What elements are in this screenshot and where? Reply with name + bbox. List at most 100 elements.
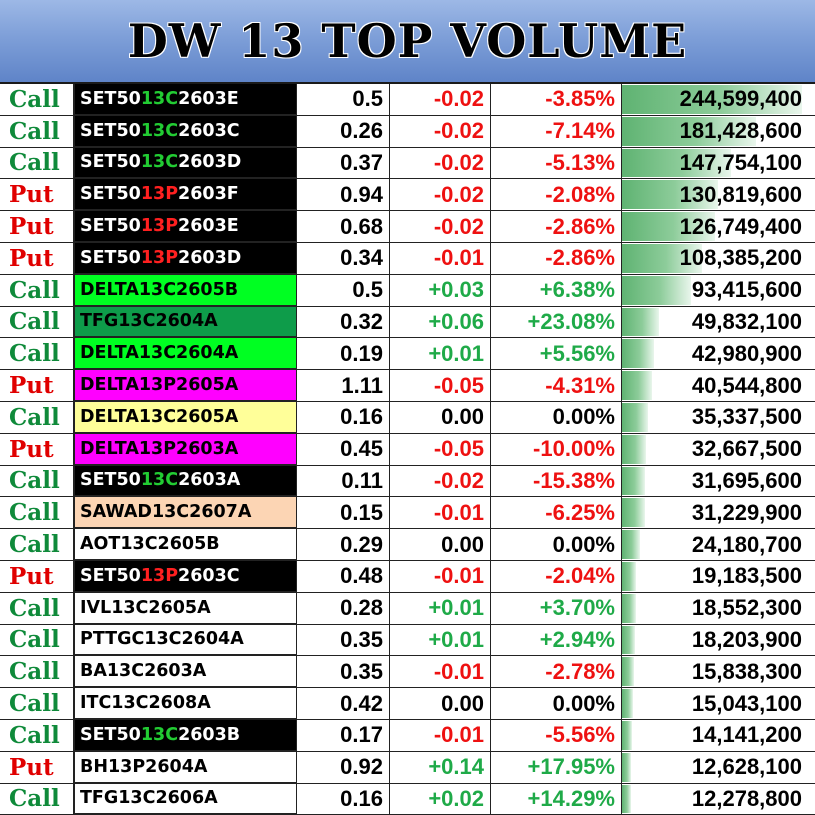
last-price: 0.16	[297, 783, 390, 815]
last-price: 0.16	[297, 401, 390, 433]
header-banner: DW 13 TOP VOLUME	[0, 0, 815, 84]
volume-data-bar	[622, 116, 756, 146]
last-price: 0.68	[297, 211, 390, 242]
warrant-name[interactable]: BH13P2604A	[74, 751, 297, 783]
table-row: Call AOT13C2605B 0.29 0.00 0.00% 24,180,700	[0, 529, 815, 561]
volume-cell: 24,180,700	[622, 529, 815, 560]
warrant-name[interactable]: ITC13C2608A	[74, 688, 297, 719]
volume-cell: 31,695,600	[622, 466, 815, 497]
volume-data-bar	[622, 625, 636, 655]
price-change: -0.05	[390, 433, 491, 465]
warrant-name[interactable]: SET50 13C 2603A	[74, 465, 297, 497]
percent-change: +14.29%	[491, 783, 622, 815]
volume-data-bar	[622, 85, 802, 114]
warrant-name[interactable]: AOT13C2605B	[74, 529, 297, 560]
warrant-name[interactable]: SET50 13P 2603F	[74, 179, 297, 211]
percent-change: -2.78%	[491, 656, 622, 688]
volume-data-bar	[622, 402, 648, 432]
warrant-name[interactable]: IVL13C2605A	[74, 592, 297, 624]
option-type-label: Put	[0, 242, 74, 274]
volume-value: 147,754,100	[679, 149, 802, 175]
table-row: Call SET50 13C 2603E 0.5 -0.02 -3.85% 244,599,4…	[0, 84, 815, 116]
table-row: Put SET50 13P 2603E 0.68 -0.02 -2.86% 126,749,4…	[0, 211, 815, 243]
volume-cell: 15,043,100	[622, 688, 815, 719]
warrant-name[interactable]: PTTGC13C2604A	[74, 624, 297, 656]
volume-cell: 12,628,100	[622, 752, 815, 783]
warrant-name-text: DELTA13C2605A	[80, 406, 239, 427]
table-row: Call SET50 13C 2603D 0.37 -0.02 -5.13% 147,754,…	[0, 147, 815, 180]
warrant-name[interactable]: SET50 13C 2603D	[74, 147, 297, 179]
warrant-name[interactable]: SET50 13C 2603B	[74, 719, 297, 751]
last-price: 0.37	[297, 147, 390, 179]
volume-cell: 130,819,600	[622, 179, 815, 210]
percent-change: -2.08%	[491, 179, 622, 211]
warrant-name-series: 13P	[140, 216, 179, 237]
volume-value: 15,043,100	[691, 690, 802, 716]
warrant-name[interactable]: DELTA13C2605B	[74, 274, 297, 306]
percent-change: 0.00%	[491, 529, 622, 560]
price-change: -0.01	[390, 656, 491, 688]
warrant-name-part: SET50	[80, 247, 141, 268]
percent-change: -6.25%	[491, 497, 622, 529]
warrant-name-text: DELTA13P2603A	[80, 438, 239, 459]
volume-data-bar	[622, 657, 634, 687]
warrant-name-text: DELTA13C2604A	[80, 343, 239, 364]
table-row: Call DELTA13C2605A 0.16 0.00 0.00% 35,337,500	[0, 401, 815, 434]
price-change: 0.00	[390, 688, 491, 719]
volume-data-bar	[622, 243, 702, 273]
percent-change: +5.56%	[491, 338, 622, 370]
option-type-label: Put	[0, 433, 74, 465]
volume-data-bar	[622, 275, 691, 305]
option-type-label: Put	[0, 211, 74, 242]
warrant-name[interactable]: TFG13C2604A	[74, 306, 297, 338]
percent-change: -4.31%	[491, 370, 622, 401]
percent-change: +6.38%	[491, 274, 622, 306]
table-row: Call ITC13C2608A 0.42 0.00 0.00% 15,043,100	[0, 688, 815, 720]
option-type-label: Call	[0, 529, 74, 560]
last-price: 0.11	[297, 465, 390, 497]
warrant-name[interactable]: BA13C2603A	[74, 656, 297, 688]
table-row: Call TFG13C2606A 0.16 +0.02 +14.29% 12,278,80…	[0, 783, 815, 815]
table-row: Call SET50 13C 2603C 0.26 -0.02 -7.14% 181,428,…	[0, 115, 815, 148]
last-price: 0.92	[297, 751, 390, 783]
volume-cell: 32,667,500	[622, 434, 815, 465]
price-change: -0.02	[390, 211, 491, 242]
warrant-name[interactable]: SET50 13C 2603C	[74, 115, 297, 147]
volume-cell: 244,599,400	[622, 84, 815, 115]
warrant-name[interactable]: TFG13C2606A	[74, 783, 297, 815]
volume-value: 32,667,500	[691, 436, 802, 462]
option-type-label: Put	[0, 179, 74, 211]
warrant-name[interactable]: DELTA13C2604A	[74, 338, 297, 370]
warrant-name-part: 2603D	[178, 247, 242, 268]
last-price: 1.11	[297, 370, 390, 401]
option-type-label: Call	[0, 338, 74, 370]
volume-cell: 49,832,100	[622, 307, 815, 338]
table-row: Call DELTA13C2605B 0.5 +0.03 +6.38% 93,415,60…	[0, 274, 815, 307]
price-change: -0.02	[390, 147, 491, 179]
last-price: 0.28	[297, 592, 390, 624]
price-change: -0.02	[390, 84, 491, 115]
volume-data-bar	[622, 371, 652, 400]
price-change: +0.02	[390, 783, 491, 815]
warrant-name-part: 2603C	[178, 565, 240, 586]
volume-value: 12,628,100	[691, 754, 802, 780]
warrant-name[interactable]: SET50 13C 2603E	[74, 84, 297, 115]
volume-value: 108,385,200	[679, 245, 802, 271]
table-row: Call BA13C2603A 0.35 -0.01 -2.78% 15,838,300	[0, 656, 815, 689]
volume-data-bar	[622, 689, 634, 718]
warrant-name[interactable]: DELTA13P2603A	[74, 433, 297, 465]
warrant-name-series: 13C	[140, 88, 179, 109]
price-change: +0.01	[390, 624, 491, 656]
option-type-label: Put	[0, 370, 74, 401]
warrant-name[interactable]: SET50 13P 2603E	[74, 211, 297, 242]
table-row: Call PTTGC13C2604A 0.35 +0.01 +2.94% 18,203,9…	[0, 624, 815, 657]
warrant-name[interactable]: DELTA13C2605A	[74, 401, 297, 433]
volume-data-bar	[622, 434, 647, 464]
last-price: 0.5	[297, 274, 390, 306]
last-price: 0.94	[297, 179, 390, 211]
warrant-name[interactable]: SET50 13P 2603C	[74, 560, 297, 592]
warrant-name[interactable]: SET50 13P 2603D	[74, 242, 297, 274]
warrant-name[interactable]: SAWAD13C2607A	[74, 497, 297, 529]
warrant-name[interactable]: DELTA13P2605A	[74, 370, 297, 401]
percent-change: -2.86%	[491, 242, 622, 274]
